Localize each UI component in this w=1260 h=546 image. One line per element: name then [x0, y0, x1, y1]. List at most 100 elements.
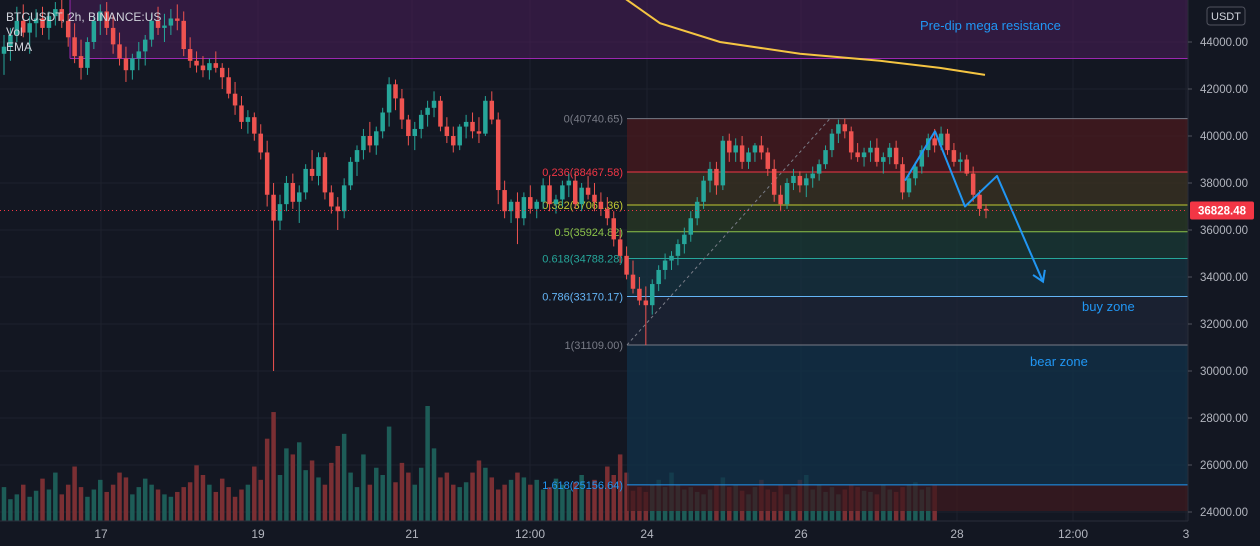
- candle-body-147: [945, 133, 950, 151]
- candle-body-114: [733, 145, 738, 153]
- volume-bar-12: [78, 487, 84, 521]
- volume-bar-10: [65, 484, 71, 521]
- fib-label-1: 1(31109.00): [564, 340, 623, 352]
- volume-bar-27: [175, 491, 180, 521]
- candle-body-54: [348, 161, 353, 186]
- volume-bar-77: [495, 489, 501, 521]
- candle-body-22: [142, 39, 148, 52]
- y-tick-label-10: 44000.00: [1200, 37, 1248, 49]
- volume-bar-88: [566, 489, 572, 521]
- candle-body-62: [399, 98, 405, 120]
- candle-body-92: [592, 194, 597, 202]
- volume-bar-2: [14, 494, 20, 521]
- candle-body-138: [887, 147, 892, 158]
- candle-body-111: [714, 168, 719, 186]
- price-axis[interactable]: 24000.00 26000.00 28000.00 30000.00 32000.00…: [1187, 0, 1260, 521]
- volume-indicator-label[interactable]: Vol: [6, 25, 23, 39]
- time-axis[interactable]: 17 19 21 12:00 24 26 28 12:00 3: [0, 520, 1260, 546]
- volume-bar-9: [59, 494, 65, 521]
- volume-bar-78: [502, 484, 507, 521]
- currency-badge[interactable]: USDT: [1206, 6, 1246, 26]
- ema-line: [625, 0, 986, 76]
- candle-body-102: [656, 269, 661, 285]
- y-tick-label-4: 32000.00: [1200, 319, 1248, 331]
- volume-bar-3: [21, 484, 26, 521]
- candle-body-128: [823, 150, 828, 165]
- volume-bar-26: [168, 496, 174, 521]
- fibonacci-retracement[interactable]: 0(40740.65)0.236(38467.58)0.382(37061.36…: [542, 114, 1188, 511]
- volume-bar-55: [354, 487, 360, 521]
- volume-bar-91: [585, 489, 591, 521]
- volume-bar-71: [457, 487, 462, 521]
- x-tick-label-5: 26: [794, 527, 808, 541]
- candle-body-123: [791, 175, 796, 183]
- volume-bar-93: [598, 487, 604, 521]
- candle-body-28: [181, 20, 186, 50]
- resistance-zone: [70, 0, 1188, 59]
- volume-bar-52: [335, 445, 340, 521]
- fib-label-0.786: 0.786(33170.17): [542, 292, 623, 304]
- volume-bar-68: [438, 477, 443, 521]
- candle-body-152: [977, 194, 982, 209]
- volume-bar-43: [277, 475, 283, 521]
- volume-bar-0: [1, 487, 7, 521]
- volume-bar-82: [528, 484, 533, 521]
- volume-bar-69: [444, 472, 450, 521]
- candle-body-53: [341, 185, 347, 212]
- candle-body-143: [919, 150, 925, 167]
- volume-bar-96: [617, 454, 623, 521]
- candle-body-36: [232, 93, 238, 106]
- currency-badge-label: USDT: [1211, 11, 1241, 23]
- candle-body-38: [245, 117, 251, 122]
- volume-bar-25: [162, 494, 167, 521]
- fib-label-0: 0(40740.65): [564, 114, 623, 126]
- fib-band-0.618: [627, 258, 1188, 297]
- candle-body-0: [1, 46, 7, 54]
- y-tick-label-2: 28000.00: [1200, 413, 1248, 425]
- y-tick-label-7: 38000.00: [1200, 178, 1248, 190]
- candle-body-108: [694, 201, 700, 219]
- candle-body-95: [611, 218, 616, 240]
- ema-indicator-label[interactable]: EMA: [6, 40, 33, 54]
- projection-arrow: [0, 130, 1188, 284]
- volume-bar-75: [483, 467, 488, 521]
- candle-body-109: [701, 180, 706, 202]
- volume-bar-53: [341, 433, 347, 521]
- candle-body-48: [309, 168, 315, 176]
- candle-body-33: [213, 63, 219, 68]
- zones-layer: [69, 0, 1188, 59]
- candle-body-43: [277, 204, 283, 221]
- candle-body-89: [572, 180, 578, 205]
- volume-bar-36: [232, 496, 238, 521]
- candle-body-20: [130, 58, 135, 71]
- candle-body-75: [483, 100, 488, 134]
- candle-body-104: [669, 255, 674, 261]
- candle-body-140: [900, 164, 905, 193]
- candle-body-39: [252, 117, 257, 134]
- candle-body-6: [40, 18, 45, 28]
- candle-body-66: [425, 107, 430, 115]
- volume-bar-35: [226, 487, 231, 521]
- volume-bar-46: [296, 442, 302, 521]
- candle-body-87: [560, 185, 565, 200]
- volume-bar-72: [463, 482, 469, 521]
- candle-body-35: [226, 77, 231, 94]
- volume-bar-54: [348, 472, 353, 521]
- candle-body-3: [21, 20, 26, 33]
- ema-curve: [625, 0, 986, 76]
- candle-body-78: [502, 190, 507, 212]
- symbol-title[interactable]: BTCUSDT, 2h, BINANCE:US: [6, 10, 162, 24]
- candle-body-98: [630, 274, 636, 289]
- volume-bar-50: [322, 484, 328, 521]
- volume-bar-59: [380, 475, 385, 521]
- candle-body-71: [457, 126, 462, 146]
- candle-body-1: [8, 34, 13, 47]
- candle-body-151: [970, 173, 976, 195]
- volume-bar-20: [130, 494, 135, 521]
- projection-path: [904, 130, 1044, 283]
- volume-bar-8: [53, 472, 58, 521]
- fib-band-0.382: [627, 205, 1188, 232]
- candle-body-134: [861, 152, 867, 158]
- candle-body-2: [14, 20, 20, 35]
